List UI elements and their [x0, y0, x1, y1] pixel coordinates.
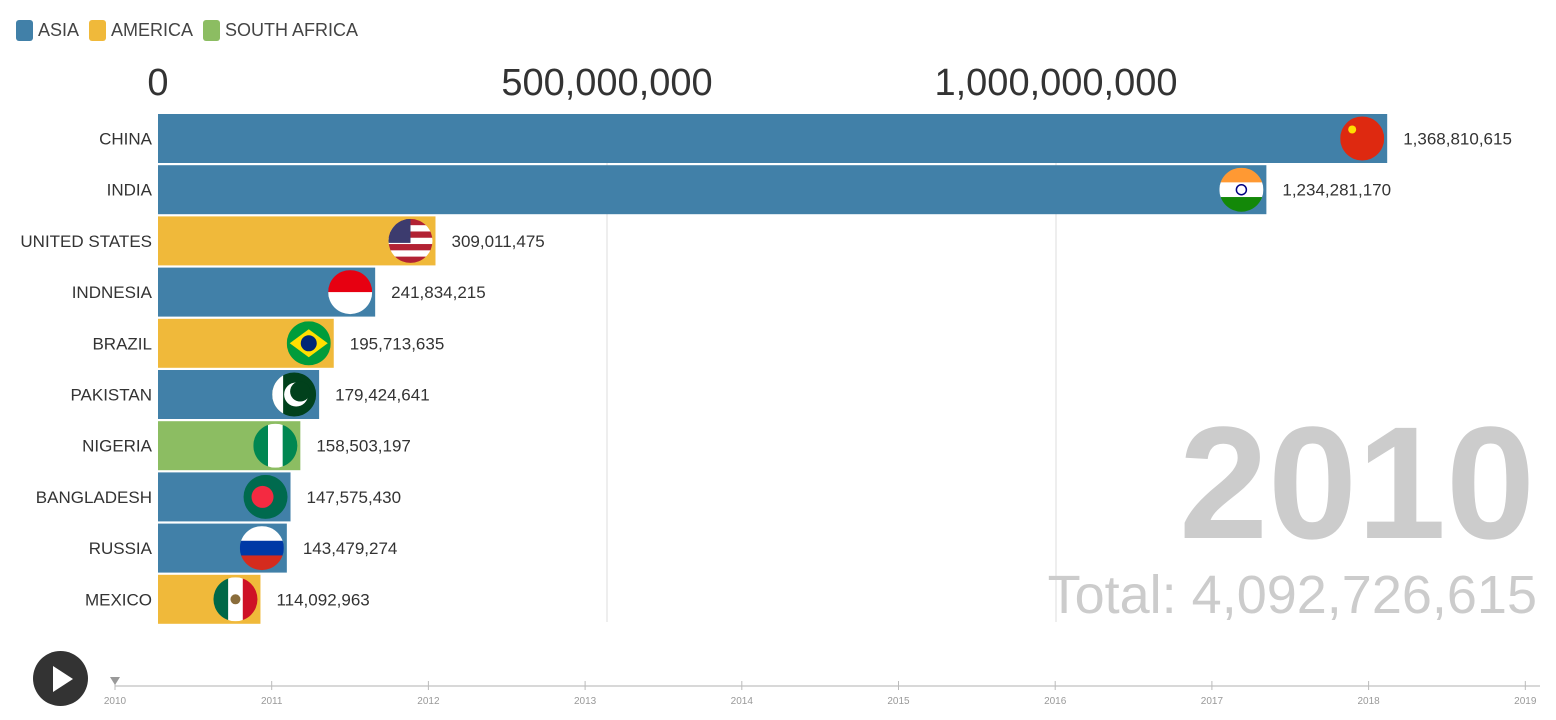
legend-item: SOUTH AFRICA	[203, 20, 358, 41]
category-label: BANGLADESH	[36, 488, 152, 507]
legend-label: AMERICA	[111, 20, 194, 40]
mexico-flag	[213, 577, 258, 622]
timeline-year-label: 2018	[1357, 696, 1380, 707]
value-label: 195,713,635	[350, 334, 445, 353]
india-flag	[1219, 167, 1264, 212]
category-label: MEXICO	[85, 590, 152, 609]
nigeria-flag	[253, 423, 298, 468]
year-label: 2010	[1179, 393, 1535, 572]
legend-swatch	[203, 20, 221, 41]
value-label: 143,479,274	[303, 539, 398, 558]
play-button[interactable]	[33, 651, 88, 706]
indonesia-flag	[328, 270, 373, 315]
category-label: UNITED STATES	[20, 232, 152, 251]
bangladesh-flag	[243, 474, 288, 519]
value-label: 241,834,215	[391, 283, 486, 302]
value-label: 309,011,475	[451, 232, 544, 251]
timeline-year-label: 2019	[1514, 696, 1537, 707]
x-tick-label: 1,000,000,000	[934, 62, 1177, 104]
category-label: INDNESIA	[72, 283, 153, 302]
value-label: 158,503,197	[316, 437, 411, 456]
legend-swatch	[89, 20, 107, 41]
timeline-year-label: 2012	[417, 696, 440, 707]
timeline-year-label: 2011	[261, 696, 283, 707]
x-tick-label: 500,000,000	[501, 62, 712, 104]
category-label: BRAZIL	[92, 334, 152, 353]
china-flag	[1340, 116, 1385, 161]
category-label: NIGERIA	[82, 437, 153, 456]
timeline-year-label: 2016	[1044, 696, 1067, 707]
brazil-flag	[286, 321, 331, 366]
x-tick-label: 0	[147, 62, 168, 104]
russia-flag	[239, 526, 284, 571]
pakistan-flag	[272, 372, 317, 417]
timeline-year-label: 2014	[731, 696, 754, 707]
legend-item: AMERICA	[89, 20, 193, 41]
category-label: CHINA	[99, 130, 153, 149]
timeline-year-label: 2017	[1201, 696, 1224, 707]
bar	[158, 114, 1388, 163]
timeline-year-label: 2015	[887, 696, 910, 707]
legend-swatch	[16, 20, 33, 41]
value-label: 1,234,281,170	[1282, 181, 1391, 200]
category-label: INDIA	[107, 181, 153, 200]
legend-label: ASIA	[38, 20, 80, 40]
bar	[158, 165, 1267, 215]
legend-label: SOUTH AFRICA	[225, 20, 359, 40]
total-label: Total: 4,092,726,615	[1048, 565, 1537, 625]
value-label: 179,424,641	[335, 386, 430, 405]
timeline-handle[interactable]	[110, 677, 120, 685]
timeline-year-label: 2013	[574, 696, 597, 707]
legend-item: ASIA	[16, 20, 79, 41]
value-label: 147,575,430	[307, 488, 402, 507]
category-label: RUSSIA	[89, 539, 153, 558]
timeline-year-label: 2010	[104, 696, 127, 707]
category-label: PAKISTAN	[70, 386, 152, 405]
legend: ASIA AMERICA SOUTH AFRICA	[16, 20, 358, 41]
value-label: 114,092,963	[276, 590, 369, 609]
value-label: 1,368,810,615	[1403, 130, 1512, 149]
